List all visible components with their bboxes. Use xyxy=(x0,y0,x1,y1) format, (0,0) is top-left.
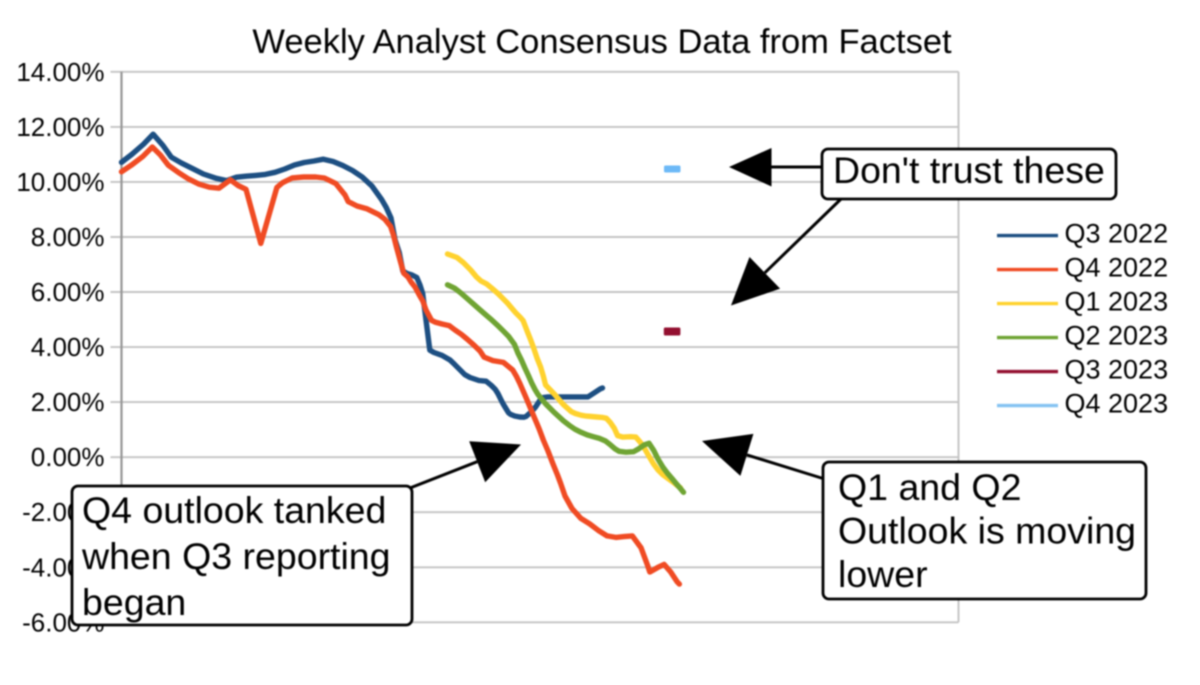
svg-text:Weekly Analyst Consensus Data: Weekly Analyst Consensus Data from Facts… xyxy=(252,23,952,61)
svg-text:began: began xyxy=(82,581,186,623)
svg-text:lower: lower xyxy=(838,553,928,595)
svg-text:12.00%: 12.00% xyxy=(16,112,104,142)
svg-text:6.00%: 6.00% xyxy=(31,277,105,307)
svg-text:0.00%: 0.00% xyxy=(31,442,105,472)
svg-text:Q4 2022: Q4 2022 xyxy=(1065,253,1169,283)
svg-text:Don't trust these: Don't trust these xyxy=(833,149,1105,191)
svg-text:when Q3 reporting: when Q3 reporting xyxy=(81,535,391,577)
svg-text:4.00%: 4.00% xyxy=(31,332,105,362)
svg-text:Q1 and Q2: Q1 and Q2 xyxy=(838,466,1021,508)
svg-text:Q4 2023: Q4 2023 xyxy=(1065,389,1169,419)
svg-text:Outlook is moving: Outlook is moving xyxy=(838,510,1136,552)
svg-text:Q2 2023: Q2 2023 xyxy=(1065,321,1169,351)
svg-text:10.00%: 10.00% xyxy=(16,167,104,197)
svg-text:Q3 2023: Q3 2023 xyxy=(1065,355,1169,385)
svg-text:14.00%: 14.00% xyxy=(16,57,104,87)
svg-text:Q3 2022: Q3 2022 xyxy=(1065,219,1169,249)
svg-text:2.00%: 2.00% xyxy=(31,387,105,417)
svg-text:8.00%: 8.00% xyxy=(31,222,105,252)
svg-text:Q4 outlook tanked: Q4 outlook tanked xyxy=(82,489,386,531)
svg-text:Q1 2023: Q1 2023 xyxy=(1065,287,1169,317)
